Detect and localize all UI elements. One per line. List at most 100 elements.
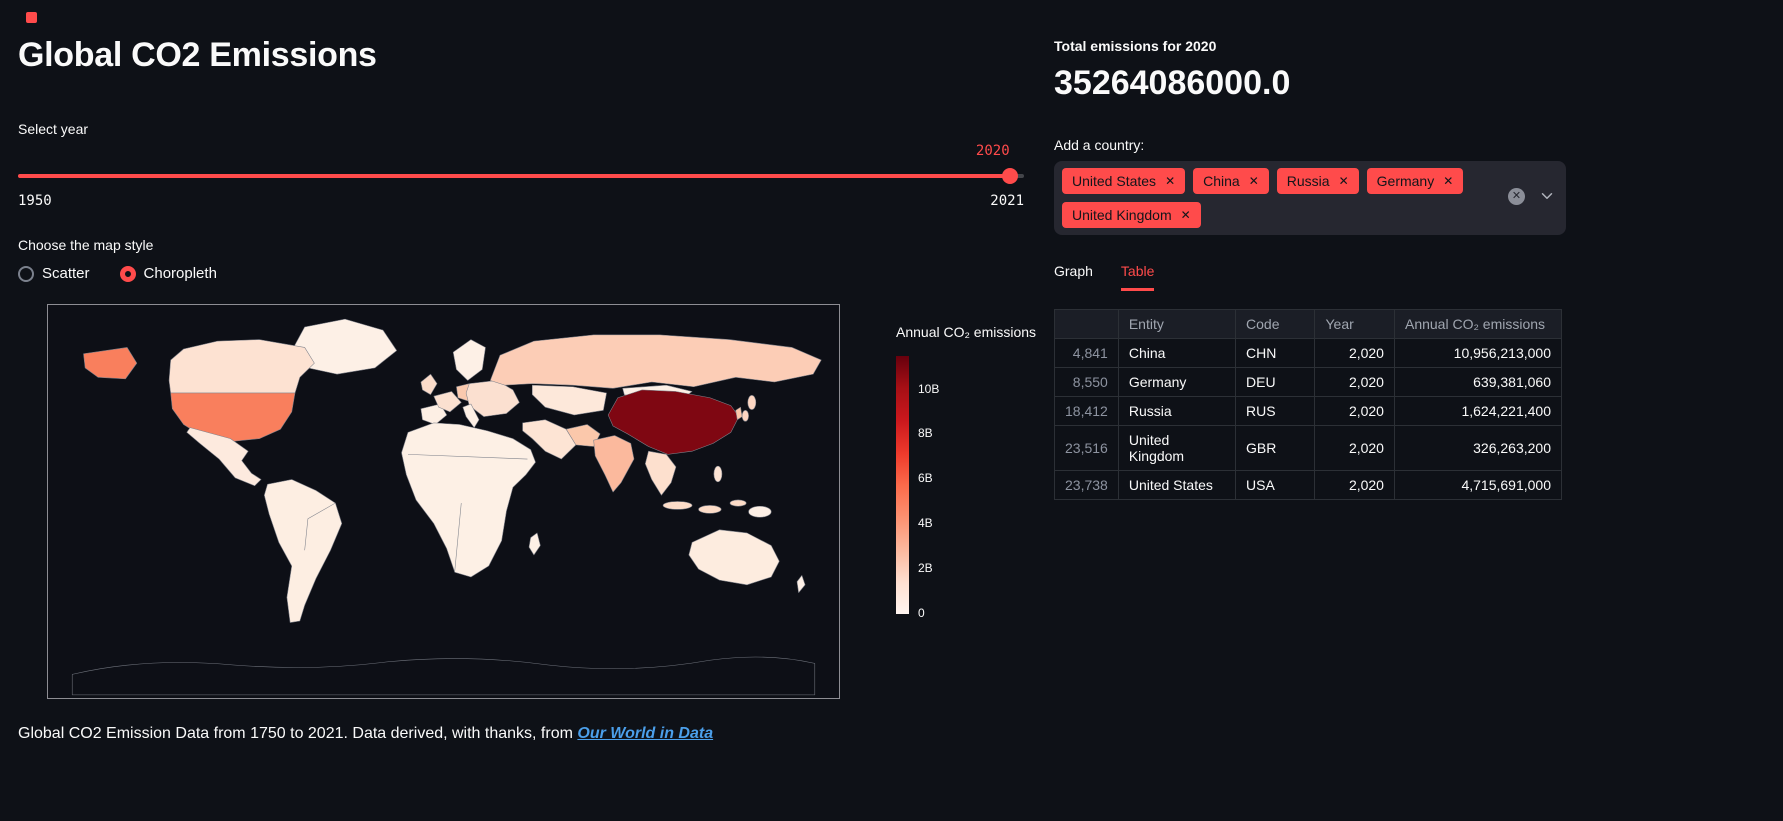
- cell-year: 2,020: [1314, 367, 1395, 397]
- add-country-label: Add a country:: [1054, 137, 1145, 153]
- tab-bar: Graph Table: [1054, 263, 1566, 291]
- cell-index: 18,412: [1054, 396, 1119, 426]
- radio-scatter-circle[interactable]: [18, 265, 34, 282]
- tag-label: China: [1203, 173, 1240, 189]
- cell-emissions: 10,956,213,000: [1393, 338, 1563, 368]
- colorbar-tick: 4B: [918, 516, 933, 530]
- tag-china[interactable]: China ✕: [1193, 168, 1269, 194]
- footer-note: Global CO2 Emission Data from 1750 to 20…: [18, 725, 1024, 743]
- tag-label: Russia: [1286, 173, 1330, 189]
- tag-united-kingdom[interactable]: United Kingdom ✕: [1062, 202, 1201, 228]
- country-india: [593, 435, 635, 493]
- radio-choropleth[interactable]: Choropleth: [119, 265, 217, 282]
- map-colorbar: Annual CO₂ emissions 10B 8B 6B 4B 2B 0: [896, 324, 1037, 620]
- total-emissions-value: 35264086000.0: [1054, 64, 1291, 102]
- emissions-table: Entity Code Year Annual CO₂ emissions 4,…: [1054, 309, 1563, 500]
- year-slider-track-filled[interactable]: [18, 174, 1010, 178]
- colorbar-gradient: [896, 356, 909, 614]
- year-slider-max: 2021: [990, 193, 1024, 209]
- header-year[interactable]: Year: [1314, 309, 1395, 339]
- cell-emissions: 639,381,060: [1393, 367, 1563, 397]
- table-header-row: Entity Code Year Annual CO₂ emissions: [1054, 309, 1563, 339]
- tag-label: United States: [1072, 173, 1157, 189]
- table-row: 23,738 United States USA 2,020 4,715,691…: [1054, 470, 1563, 500]
- cell-index: 23,516: [1054, 425, 1119, 471]
- year-slider-label: Select year: [18, 121, 89, 137]
- header-index[interactable]: [1054, 309, 1119, 339]
- country-united-states: [170, 392, 296, 443]
- colorbar-tick: 8B: [918, 426, 933, 440]
- year-slider-widget: Select year 2020 1950 2021: [18, 121, 1024, 209]
- cell-entity: United Kingdom: [1117, 425, 1237, 471]
- side-column: Total emissions for 2020 35264086000.0 A…: [1054, 0, 1566, 743]
- country-australia: [688, 529, 780, 586]
- year-slider-thumb[interactable]: [1001, 168, 1018, 184]
- remove-tag-icon[interactable]: ✕: [1165, 174, 1176, 188]
- tag-germany[interactable]: Germany ✕: [1366, 168, 1464, 194]
- remove-tag-icon[interactable]: ✕: [1248, 174, 1259, 188]
- map-section: Annual CO₂ emissions 10B 8B 6B 4B 2B 0: [18, 304, 1037, 699]
- remove-tag-icon[interactable]: ✕: [1443, 174, 1454, 188]
- tag-russia[interactable]: Russia ✕: [1276, 168, 1359, 194]
- remove-tag-icon[interactable]: ✕: [1180, 208, 1191, 222]
- colorbar-tick: 0: [918, 606, 925, 620]
- country-russia: [490, 334, 822, 389]
- colorbar-tick: 2B: [918, 561, 933, 575]
- country-tags: United States ✕ China ✕ Russia ✕ Germany…: [1062, 168, 1558, 228]
- tab-table[interactable]: Table: [1120, 263, 1155, 291]
- cell-entity: China: [1117, 338, 1237, 368]
- cell-year: 2,020: [1314, 396, 1395, 426]
- header-code[interactable]: Code: [1235, 309, 1316, 339]
- table-row: 8,550 Germany DEU 2,020 639,381,060: [1054, 367, 1563, 397]
- cell-entity: United States: [1117, 470, 1237, 500]
- remove-tag-icon[interactable]: ✕: [1338, 174, 1349, 188]
- radio-scatter[interactable]: Scatter: [18, 265, 90, 282]
- colorbar-title: Annual CO₂ emissions: [896, 324, 1037, 340]
- page-title: Global CO2 Emissions: [18, 36, 377, 74]
- tag-united-states[interactable]: United States ✕: [1062, 168, 1186, 194]
- tag-label: United Kingdom: [1072, 207, 1172, 223]
- cell-emissions: 326,263,200: [1393, 425, 1563, 471]
- table-row: 18,412 Russia RUS 2,020 1,624,221,400: [1054, 396, 1563, 426]
- footer-link[interactable]: Our World in Data: [577, 725, 714, 742]
- cell-index: 4,841: [1054, 338, 1119, 368]
- choropleth-map[interactable]: [47, 304, 840, 699]
- app-status-dot: [26, 12, 37, 23]
- cell-code: DEU: [1235, 367, 1316, 397]
- country-multiselect[interactable]: United States ✕ China ✕ Russia ✕ Germany…: [1054, 161, 1566, 235]
- header-entity[interactable]: Entity: [1117, 309, 1237, 339]
- year-slider-min: 1950: [18, 193, 52, 209]
- table-row: 4,841 China CHN 2,020 10,956,213,000: [1054, 338, 1563, 368]
- radio-scatter-label: Scatter: [42, 265, 90, 282]
- table-row: 23,516 United Kingdom GBR 2,020 326,263,…: [1054, 425, 1563, 471]
- cell-year: 2,020: [1314, 338, 1395, 368]
- footer-text: Global CO2 Emission Data from 1750 to 20…: [18, 725, 573, 742]
- world-map-canvas[interactable]: [48, 305, 839, 698]
- cell-code: USA: [1235, 470, 1316, 500]
- cell-code: GBR: [1235, 425, 1316, 471]
- year-slider-value: 2020: [975, 143, 1010, 159]
- header-emissions[interactable]: Annual CO₂ emissions: [1393, 309, 1563, 339]
- tag-label: Germany: [1376, 173, 1435, 189]
- year-slider[interactable]: 2020: [18, 143, 1024, 185]
- year-slider-range-labels: 1950 2021: [18, 193, 1024, 209]
- cell-emissions: 4,715,691,000: [1393, 470, 1563, 500]
- radio-choropleth-label: Choropleth: [143, 265, 217, 282]
- cell-year: 2,020: [1314, 470, 1395, 500]
- country-china: [607, 389, 740, 455]
- radio-choropleth-circle[interactable]: [119, 265, 136, 282]
- cell-code: CHN: [1235, 338, 1316, 368]
- app-root: Global CO2 Emissions Select year 2020 19…: [18, 0, 1566, 743]
- cell-emissions: 1,624,221,400: [1393, 396, 1563, 426]
- tab-graph[interactable]: Graph: [1054, 263, 1093, 279]
- colorbar-tick: 10B: [918, 382, 940, 396]
- clear-all-icon[interactable]: ✕: [1508, 187, 1525, 205]
- cell-year: 2,020: [1314, 425, 1395, 471]
- chevron-down-icon[interactable]: [1538, 187, 1556, 205]
- cell-index: 23,738: [1054, 470, 1119, 500]
- main-column: Global CO2 Emissions Select year 2020 19…: [18, 0, 1037, 743]
- cell-code: RUS: [1235, 396, 1316, 426]
- cell-entity: Germany: [1117, 367, 1237, 397]
- cell-entity: Russia: [1117, 396, 1237, 426]
- map-style-widget: Choose the map style Scatter Choropleth: [18, 237, 1024, 282]
